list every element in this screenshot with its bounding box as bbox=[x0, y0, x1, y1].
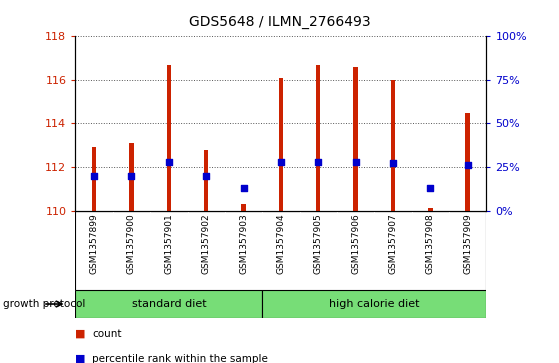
Bar bbox=[278, 78, 283, 211]
Point bbox=[202, 173, 211, 179]
Point bbox=[314, 159, 323, 165]
Text: GSM1357904: GSM1357904 bbox=[276, 213, 286, 274]
Point bbox=[89, 173, 98, 179]
Text: GSM1357899: GSM1357899 bbox=[89, 213, 98, 274]
Bar bbox=[466, 113, 470, 211]
Bar bbox=[391, 80, 395, 211]
Text: growth protocol: growth protocol bbox=[3, 299, 85, 309]
Point bbox=[463, 162, 472, 168]
Text: GSM1357905: GSM1357905 bbox=[314, 213, 323, 274]
Point bbox=[389, 160, 397, 166]
Text: GSM1357906: GSM1357906 bbox=[351, 213, 360, 274]
Text: percentile rank within the sample: percentile rank within the sample bbox=[92, 354, 268, 363]
Text: GSM1357901: GSM1357901 bbox=[164, 213, 173, 274]
Text: GSM1357907: GSM1357907 bbox=[389, 213, 397, 274]
Point bbox=[127, 173, 136, 179]
Bar bbox=[167, 65, 171, 211]
Bar bbox=[428, 208, 433, 211]
Text: GSM1357903: GSM1357903 bbox=[239, 213, 248, 274]
Bar bbox=[316, 65, 320, 211]
Text: GSM1357909: GSM1357909 bbox=[463, 213, 472, 274]
Text: GSM1357908: GSM1357908 bbox=[426, 213, 435, 274]
Point bbox=[276, 159, 285, 165]
Bar bbox=[75, 290, 262, 318]
Text: count: count bbox=[92, 329, 122, 339]
Point bbox=[239, 185, 248, 191]
Text: GSM1357902: GSM1357902 bbox=[202, 213, 211, 274]
Bar bbox=[204, 150, 209, 211]
Text: GDS5648 / ILMN_2766493: GDS5648 / ILMN_2766493 bbox=[189, 15, 370, 29]
Text: high calorie diet: high calorie diet bbox=[329, 299, 419, 309]
Bar bbox=[92, 147, 96, 211]
Bar bbox=[241, 204, 246, 211]
Text: GSM1357900: GSM1357900 bbox=[127, 213, 136, 274]
Text: ■: ■ bbox=[75, 329, 86, 339]
Bar bbox=[262, 290, 486, 318]
Text: standard diet: standard diet bbox=[131, 299, 206, 309]
Point bbox=[164, 159, 173, 165]
Point bbox=[426, 185, 435, 191]
Bar bbox=[129, 143, 134, 211]
Point bbox=[351, 159, 360, 165]
Text: ■: ■ bbox=[75, 354, 86, 363]
Bar bbox=[353, 67, 358, 211]
